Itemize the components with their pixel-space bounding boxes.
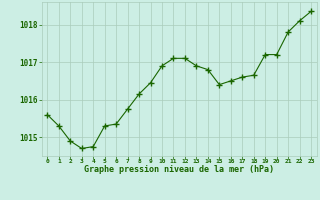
X-axis label: Graphe pression niveau de la mer (hPa): Graphe pression niveau de la mer (hPa)	[84, 165, 274, 174]
